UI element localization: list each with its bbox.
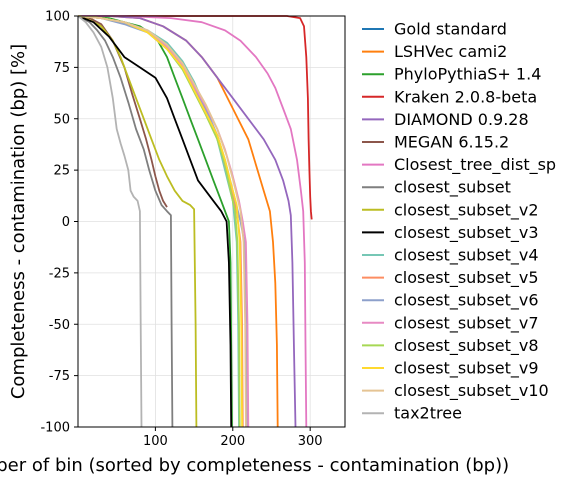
y-tick-label: -75	[49, 369, 70, 384]
x-tick-label: 200	[220, 434, 245, 449]
series-line	[78, 16, 167, 207]
legend-label: closest_subset_v3	[394, 223, 539, 243]
y-tick-label: 50	[53, 112, 70, 127]
x-axis-ticks: 100 200 300	[143, 427, 323, 449]
legend-label: closest_subset_v8	[394, 336, 539, 356]
legend-label: Closest_tree_dist_sp	[394, 155, 556, 175]
legend-label: closest_subset_v6	[394, 291, 539, 311]
y-tick-label: -50	[49, 318, 70, 333]
legend-label: closest_subset_v5	[394, 268, 539, 288]
legend-label: DIAMOND 0.9.28	[394, 110, 529, 129]
legend-label: closest_subset_v7	[394, 313, 539, 333]
legend-label: Kraken 2.0.8-beta	[394, 87, 537, 106]
legend-label: tax2tree	[394, 404, 462, 423]
x-tick-label: 300	[298, 434, 323, 449]
y-tick-label: -25	[49, 266, 70, 281]
legend: Gold standard LSHVec cami2 PhyloPythiaS+ 1…	[362, 20, 556, 423]
x-axis-title: Number of bin (sorted by completeness - …	[0, 455, 509, 476]
y-tick-label: -100	[40, 421, 70, 436]
y-axis-ticks: -100 -75 -50 -25 0 25 50 75 100	[40, 10, 78, 436]
y-tick-label: 25	[53, 164, 70, 179]
x-tick-label: 100	[143, 434, 168, 449]
legend-label: closest_subset_v10	[394, 381, 549, 401]
y-tick-label: 100	[45, 10, 70, 25]
legend-label: closest_subset	[394, 178, 511, 198]
legend-label: PhyloPythiaS+ 1.4	[394, 65, 541, 84]
y-tick-label: 0	[62, 215, 70, 230]
legend-label: closest_subset_v2	[394, 200, 539, 220]
legend-label: LSHVec cami2	[394, 42, 507, 61]
legend-label: Gold standard	[394, 20, 507, 39]
legend-label: closest_subset_v4	[394, 246, 539, 266]
y-tick-label: 75	[53, 61, 70, 76]
legend-label: closest_subset_v9	[394, 359, 539, 379]
y-axis-title: Completeness - contamination (bp) [%]	[8, 44, 29, 399]
series-line	[78, 16, 312, 219]
legend-label: MEGAN 6.15.2	[394, 133, 509, 152]
